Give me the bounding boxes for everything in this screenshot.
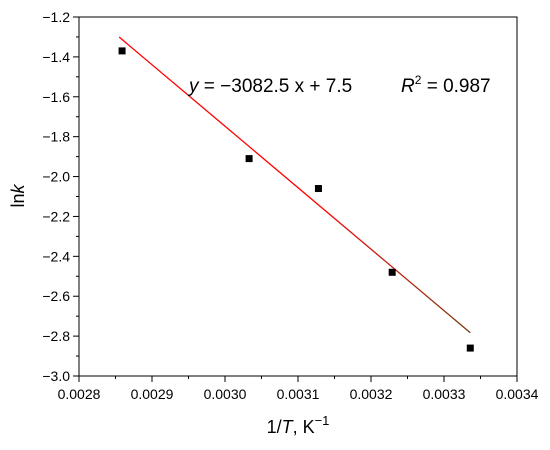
y-axis-title-var: k: [8, 183, 28, 193]
y-tick-label: −1.8: [42, 129, 70, 145]
x-axis-title-sup: −1: [315, 413, 330, 428]
plot-frame: [78, 16, 518, 377]
x-axis-title-unit: , K: [293, 417, 315, 437]
y-tick-label: −2.0: [42, 169, 70, 185]
x-axis-ticks: 0.0028 0.0029 0.0030 0.0031 0.0032 0.0033 0.00…: [58, 376, 539, 402]
y-tick-label: −2.6: [42, 288, 70, 304]
data-point: [314, 185, 322, 193]
y-axis-title: lnk: [8, 183, 28, 207]
x-tick-label: 0.0028: [58, 386, 101, 402]
y-tick-label: −1.6: [42, 89, 70, 105]
x-tick-label: 0.0030: [204, 386, 247, 402]
equation-y-var: y: [187, 76, 200, 97]
r-superscript: 2: [415, 73, 422, 87]
x-tick-label: 0.0033: [423, 386, 466, 402]
data-points: [118, 47, 474, 352]
y-tick-label: −1.4: [42, 49, 70, 65]
y-tick-label: −2.8: [42, 328, 70, 344]
r-squared-value: = 0.987: [421, 76, 490, 97]
equation-rhs: = −3082.5 x + 7.5: [199, 76, 353, 97]
x-axis-title-prefix: 1/: [267, 417, 282, 437]
y-tick-label: −1.2: [42, 9, 70, 25]
y-tick-label: −2.2: [42, 208, 70, 224]
x-tick-label: 0.0034: [496, 386, 539, 402]
y-axis-title-prefix: ln: [8, 193, 28, 207]
r-squared: R2 = 0.987: [401, 73, 491, 97]
x-tick-label: 0.0031: [277, 386, 320, 402]
x-tick-label: 0.0032: [350, 386, 393, 402]
regression-line: [118, 36, 471, 334]
data-point: [245, 155, 253, 163]
data-point: [118, 47, 126, 55]
data-point: [466, 344, 474, 352]
y-tick-label: −3.0: [42, 368, 70, 384]
r-var: R: [401, 76, 415, 97]
y-tick-label: −2.4: [42, 248, 70, 264]
y-axis-ticks: −3.0 −2.8 −2.6 −2.4 −2.2 −2.0 −1.8 −1.6 −1.4 −1.2: [42, 9, 79, 384]
x-axis-title: 1/T, K−1: [267, 413, 330, 437]
x-tick-label: 0.0029: [131, 386, 174, 402]
regression-equation: y = −3082.5 x + 7.5: [187, 76, 352, 97]
x-axis-title-var: T: [282, 417, 295, 437]
data-point: [388, 268, 396, 276]
